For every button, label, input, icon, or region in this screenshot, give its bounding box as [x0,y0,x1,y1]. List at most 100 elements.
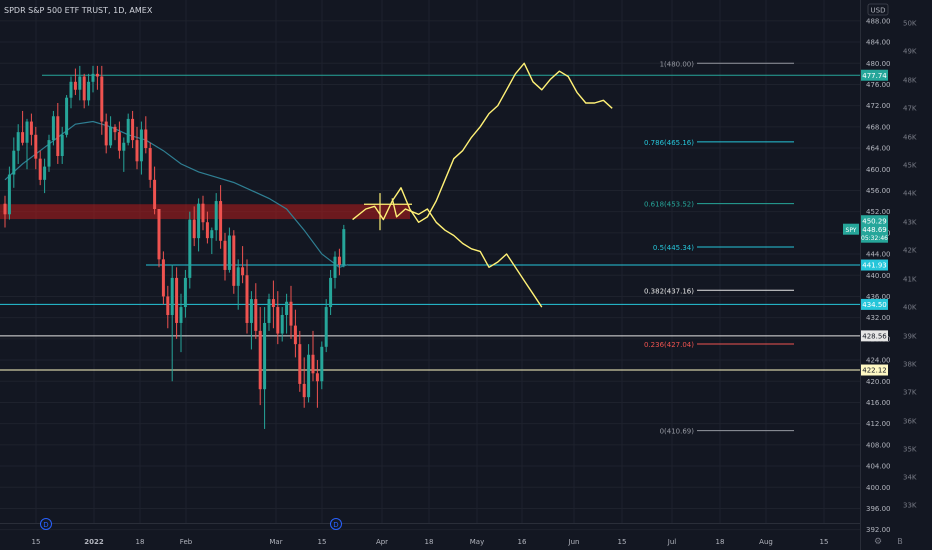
time-axis-label: 15 [820,538,829,546]
volume-tick: 45K [903,162,917,170]
candle[interactable] [158,209,161,267]
time-axis-label: Feb [180,538,193,546]
fib-level-label: 0.5(445.34) [653,244,694,252]
candle-body [290,302,293,326]
candle-body [34,135,37,159]
candle[interactable] [342,225,345,267]
candle-body [39,159,42,180]
candle-body [228,236,231,270]
candle-body [12,151,15,175]
time-axis-label: 2022 [84,538,104,546]
fib-level-label: 0.618(453.52) [644,201,694,209]
level-price-tag-label: 428.56 [862,333,887,341]
price-tick: 412.00 [866,420,891,428]
candle-body [281,315,284,334]
resistance-zone [0,204,410,219]
resistance-zone-box[interactable] [0,204,410,219]
candle[interactable] [232,230,235,294]
time-axis-label: 15 [618,538,627,546]
candle-body [202,204,205,223]
candle-body [158,209,161,259]
candle[interactable] [325,299,328,352]
time-axis-label: 18 [425,538,434,546]
candle[interactable] [48,135,51,172]
candle-body [114,127,117,132]
price-tick: 468.00 [866,123,891,131]
candle-body [100,77,103,122]
bar-countdown-label: 05:32:46 [861,235,888,242]
candle-body [254,299,257,331]
candle-body [197,204,200,238]
price-tick: 420.00 [866,378,891,386]
price-tick: 416.00 [866,399,891,407]
chart-title: SPDR S&P 500 ETF TRUST, 1D, AMEX [4,6,153,15]
candle-body [30,122,33,135]
price-tick: 480.00 [866,60,891,68]
settings-icon[interactable]: ⚙ [874,537,882,547]
candle-body [316,373,319,381]
candle-body [162,259,165,296]
volume-tick: 41K [903,276,917,284]
candle-body [312,355,315,374]
fib-level-label: 0.236(427.04) [644,341,694,349]
candle-body [48,140,51,167]
candle-body [127,119,130,143]
time-axis-label: 18 [716,538,725,546]
price-tick: 408.00 [866,441,891,449]
dividend-marker[interactable]: D [331,519,342,530]
volume-tick: 40K [903,304,917,312]
candle-body [74,82,77,90]
price-tick: 472.00 [866,102,891,110]
candle[interactable] [65,95,68,137]
level-price-tag-label: 434.50 [862,301,887,309]
candle-body [70,82,73,98]
currency-label: USD [871,7,886,15]
dividend-marker[interactable]: D [41,519,52,530]
candle-body [43,167,46,180]
candle-body [263,323,266,389]
fib-level-label: 0(410.69) [660,428,695,436]
price-tick: 456.00 [866,187,891,195]
candle-body [96,74,99,77]
volume-tick: 33K [903,502,917,510]
price-tick: 452.00 [866,208,891,216]
candle[interactable] [162,251,165,304]
candle-body [206,222,209,238]
b-toggle-button[interactable]: B [897,537,903,546]
candle-body [246,275,249,323]
price-tick: 424.00 [866,357,891,365]
candle-body [224,241,227,270]
candle-body [122,143,125,151]
candle-body [241,267,244,275]
fib-level-label: 0.786(465.16) [644,139,694,147]
time-axis-label: Aug [759,538,773,546]
time-axis-label: Mar [269,538,282,546]
price-tick: 432.00 [866,314,891,322]
candle-body [118,132,121,151]
time-axis-label: 15 [32,538,41,546]
candle-body [298,344,301,384]
candle-body [153,180,156,209]
price-tick: 440.00 [866,272,891,280]
price-tick: 404.00 [866,463,891,471]
price-tick: 396.00 [866,505,891,513]
candle-body [92,74,95,82]
time-axis-label: Jul [667,538,677,546]
level-price-tag-label: 477.74 [862,72,887,80]
volume-tick: 36K [903,418,917,426]
candle[interactable] [8,167,11,220]
candle-body [78,77,81,90]
dividend-marker-label: D [43,521,48,529]
volume-tick: 49K [903,48,917,56]
volume-tick: 37K [903,389,917,397]
candle-body [109,127,112,146]
price-tick: 484.00 [866,39,891,47]
currency-badge[interactable]: USD [868,4,888,15]
volume-tick: 48K [903,77,917,85]
candle-body [65,98,68,135]
candle-body [166,296,169,315]
candle-body [215,201,218,230]
candle[interactable] [188,212,191,289]
candle-body [175,278,178,323]
